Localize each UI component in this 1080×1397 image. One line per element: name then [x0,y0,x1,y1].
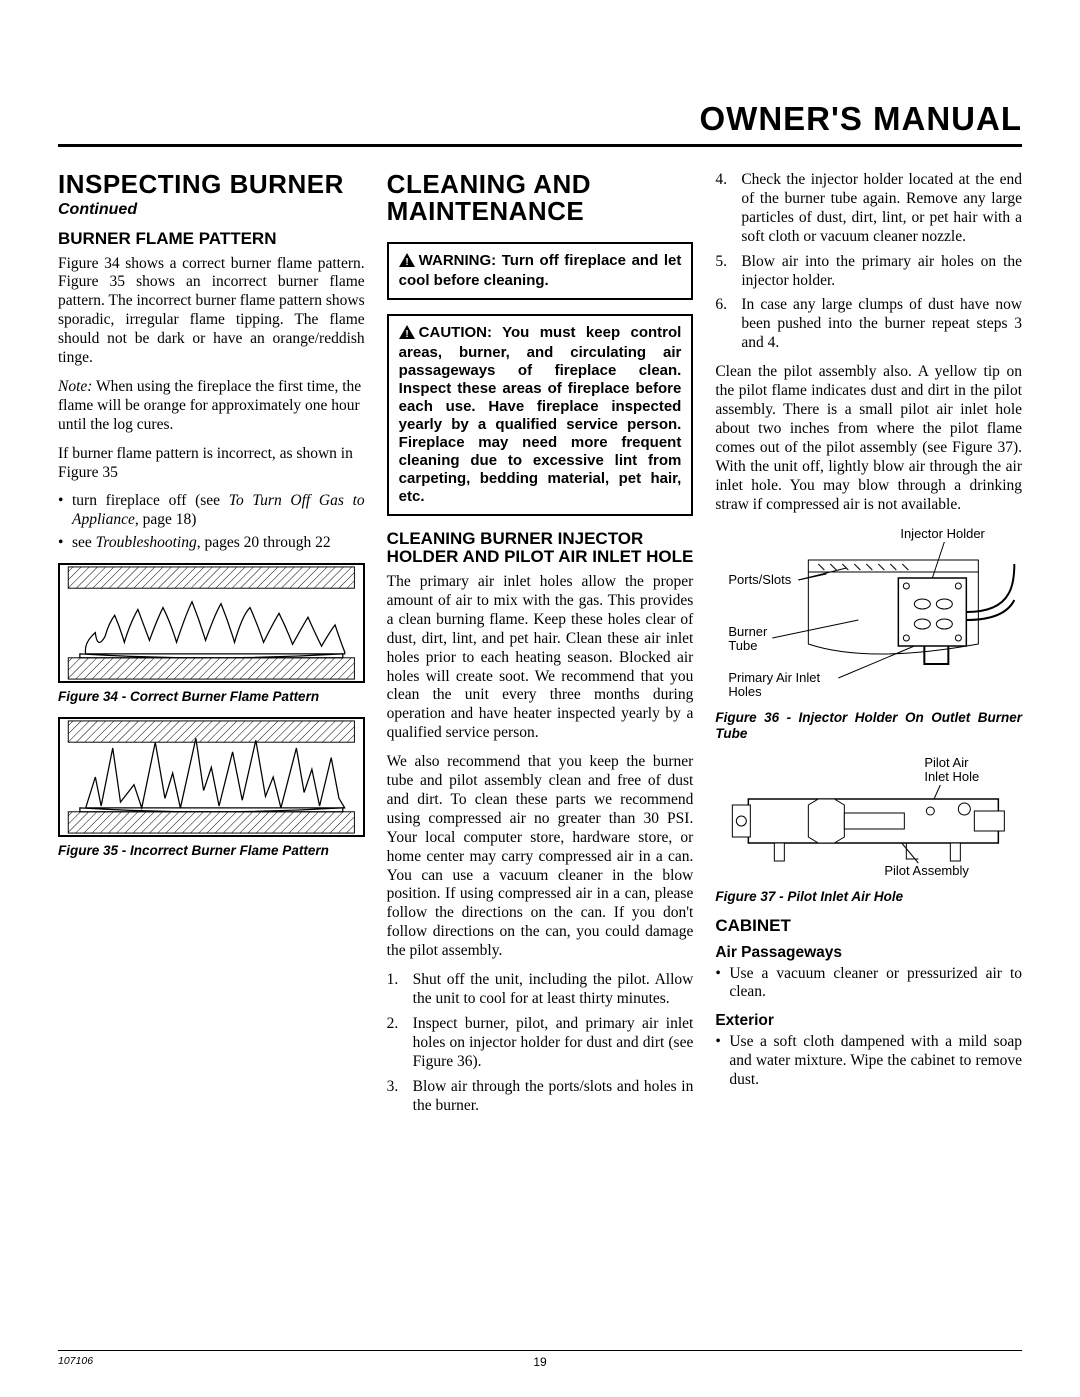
doc-number: 107106 [58,1355,93,1367]
section-title-inspecting: INSPECTING BURNER [58,171,365,198]
fig36-label-burner: Burner [729,624,769,639]
figure-35-caption: Figure 35 - Incorrect Burner Flame Patte… [58,843,365,859]
steps-list-a: Shut off the unit, including the pilot. … [387,971,694,1115]
injector-holder-diagram-icon: Injector Holder Ports/Slots Burner Tube … [715,524,1022,704]
list-text: , pages 20 through 22 [197,534,331,551]
warning-text: WARNING: Turn off fireplace and let cool… [399,252,682,289]
list-text: see [72,534,96,551]
note-paragraph: Note: When using the fireplace the first… [58,378,365,435]
bullet-list: turn fireplace off (see To Turn Off Gas … [58,492,365,553]
paragraph: Clean the pilot assembly also. A yellow … [715,363,1022,514]
list-item: see Troubleshooting, pages 20 through 22 [58,534,365,553]
page-footer: 107106 19 [58,1350,1022,1367]
steps-list-b: Check the injector holder located at the… [715,171,1022,353]
figure-36-caption: Figure 36 - Injector Holder On Outlet Bu… [715,710,1022,741]
fig37-label-pilot2: Inlet Hole [925,769,980,784]
figure-35-incorrect-flame [58,717,365,837]
pilot-inlet-diagram-icon: Pilot Air Inlet Hole Pilot Assembly [715,753,1022,883]
column-3: Check the injector holder located at the… [715,171,1022,1125]
continued-label: Continued [58,200,365,220]
flame-pattern-incorrect-icon [60,719,363,835]
figure-34-correct-flame [58,563,365,683]
step-item: Blow air into the primary air holes on t… [715,253,1022,291]
list-text: turn fireplace off (see [72,492,229,509]
paragraph: If burner flame pattern is incorrect, as… [58,445,365,483]
list-item: Use a soft cloth dampened with a mild so… [715,1033,1022,1090]
svg-text:!: ! [405,257,408,267]
list-item: Use a vacuum cleaner or pressurized air … [715,965,1022,1003]
step-item: Shut off the unit, including the pilot. … [387,971,694,1009]
subheading-cleaning-burner: CLEANING BURNER INJECTOR HOLDER AND PILO… [387,530,694,567]
paragraph: The primary air inlet holes allow the pr… [387,573,694,743]
list-ref: Troubleshooting [96,534,197,551]
fig36-label-tube: Tube [729,638,758,653]
masthead-title: OWNER'S MANUAL [58,100,1022,138]
warning-box: ! WARNING: Turn off fireplace and let co… [387,242,694,300]
paragraph: Figure 34 shows a correct burner flame p… [58,255,365,368]
warning-triangle-icon: ! [399,325,415,344]
note-body: When using the fireplace the first time,… [58,378,361,433]
figure-34-caption: Figure 34 - Correct Burner Flame Pattern [58,689,365,705]
step-item: Blow air through the ports/slots and hol… [387,1078,694,1116]
list-item: turn fireplace off (see To Turn Off Gas … [58,492,365,530]
warning-triangle-icon: ! [399,253,415,272]
figure-37-pilot-inlet: Pilot Air Inlet Hole Pilot Assembly [715,753,1022,883]
fig36-label-primary2: Holes [729,684,763,699]
step-item: In case any large clumps of dust have no… [715,296,1022,353]
section-title-cleaning: CLEANING AND MAINTENANCE [387,171,694,226]
fig36-label-injector: Injector Holder [901,526,986,541]
fig37-label-pilot1: Pilot Air [925,755,970,770]
subheading-cabinet: CABINET [715,917,1022,936]
bullet-list: Use a vacuum cleaner or pressurized air … [715,965,1022,1003]
step-item: Check the injector holder located at the… [715,171,1022,247]
svg-text:!: ! [405,329,408,339]
subheading-burner-flame-pattern: BURNER FLAME PATTERN [58,230,365,249]
fig36-label-primary1: Primary Air Inlet [729,670,821,685]
column-2: CLEANING AND MAINTENANCE ! WARNING: Turn… [387,171,694,1125]
fig36-label-ports: Ports/Slots [729,572,792,587]
note-lead: Note: [58,378,92,395]
step-item: Inspect burner, pilot, and primary air i… [387,1015,694,1072]
column-1: INSPECTING BURNER Continued BURNER FLAME… [58,171,365,1125]
list-text: , page 18) [135,511,197,528]
figure-37-caption: Figure 37 - Pilot Inlet Air Hole [715,889,1022,905]
page-number: 19 [533,1355,546,1369]
bullet-list: Use a soft cloth dampened with a mild so… [715,1033,1022,1090]
masthead: OWNER'S MANUAL [58,100,1022,147]
figure-36-injector-holder: Injector Holder Ports/Slots Burner Tube … [715,524,1022,704]
fig37-label-assembly: Pilot Assembly [885,863,970,878]
subsub-exterior: Exterior [715,1012,1022,1031]
content-columns: INSPECTING BURNER Continued BURNER FLAME… [58,171,1022,1125]
flame-pattern-correct-icon [60,565,363,681]
caution-box: ! CAUTION: You must keep control areas, … [387,314,694,516]
subsub-air-passageways: Air Passageways [715,944,1022,963]
caution-text: CAUTION: You must keep control areas, bu… [399,324,682,505]
paragraph: We also recommend that you keep the burn… [387,753,694,961]
